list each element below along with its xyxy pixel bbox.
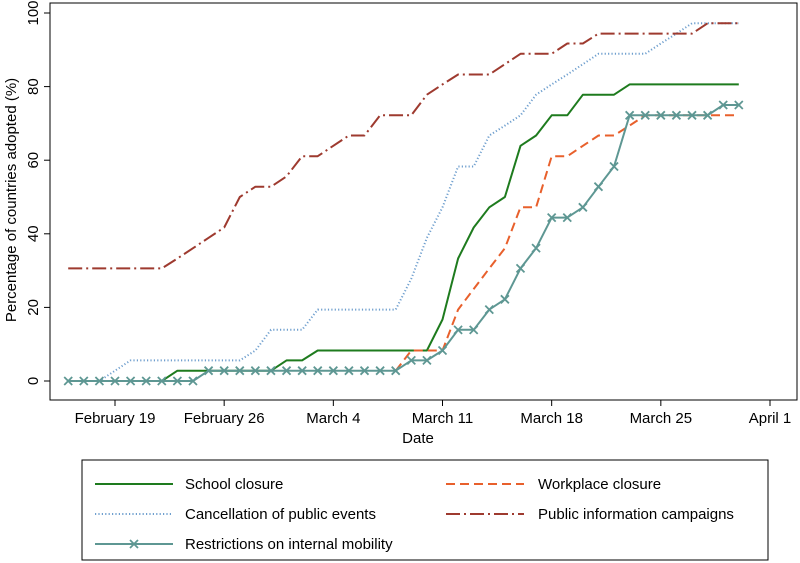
series-point bbox=[625, 110, 635, 120]
series-point bbox=[219, 366, 229, 376]
series-point bbox=[391, 366, 401, 376]
series-public-information-campaigns bbox=[68, 22, 739, 270]
series-point bbox=[656, 110, 666, 120]
x-tick-label: February 19 bbox=[75, 410, 156, 427]
series-point bbox=[94, 376, 105, 386]
series-point bbox=[188, 376, 198, 386]
legend-box bbox=[81, 459, 769, 561]
series-point bbox=[437, 345, 448, 356]
legend-item: School closure bbox=[95, 476, 283, 493]
x-tick-label: March 4 bbox=[306, 410, 360, 427]
series-point bbox=[547, 212, 557, 223]
series-point bbox=[578, 202, 588, 212]
series-point bbox=[515, 263, 526, 274]
series-cancellation-of-public-events bbox=[68, 22, 739, 382]
legend: School closure Workplace closure Cancellat… bbox=[81, 459, 769, 561]
series-point bbox=[125, 376, 136, 386]
series-point bbox=[640, 110, 650, 120]
y-tick-label: 80 bbox=[25, 78, 42, 95]
y-tick-label: 0 bbox=[25, 377, 42, 385]
y-tick-label: 20 bbox=[25, 299, 42, 316]
series-point bbox=[79, 376, 89, 386]
series-point bbox=[687, 110, 697, 120]
x-tick-label: March 25 bbox=[630, 410, 693, 427]
series-point bbox=[593, 182, 604, 192]
legend-label: Workplace closure bbox=[538, 476, 661, 493]
legend-label: School closure bbox=[185, 476, 283, 493]
series-point bbox=[718, 100, 728, 110]
series-point bbox=[406, 355, 416, 366]
x-tick-label: February 26 bbox=[184, 410, 265, 427]
series-point bbox=[110, 376, 120, 386]
series-point bbox=[562, 212, 572, 223]
legend-item: Cancellation of public events bbox=[95, 506, 376, 523]
y-axis: 0 20 40 60 80 100 bbox=[25, 0, 50, 385]
x-tick-label: March 18 bbox=[520, 410, 583, 427]
series-point bbox=[375, 366, 385, 376]
series-point bbox=[344, 366, 354, 376]
series-point bbox=[531, 243, 541, 253]
series-point bbox=[734, 100, 744, 110]
series-point bbox=[172, 376, 183, 386]
series-point bbox=[359, 366, 370, 376]
x-tick-label: April 1 bbox=[749, 410, 792, 427]
series-line bbox=[68, 104, 739, 382]
series-point bbox=[500, 294, 510, 304]
y-tick-label: 100 bbox=[25, 0, 42, 25]
series-point bbox=[157, 376, 167, 386]
legend-label: Restrictions on internal mobility bbox=[185, 536, 393, 553]
series-point bbox=[469, 325, 479, 335]
series-workplace-closure bbox=[394, 114, 739, 372]
series-point bbox=[328, 366, 338, 376]
plot-area bbox=[49, 2, 798, 401]
series-line bbox=[68, 83, 739, 382]
series-line bbox=[394, 114, 739, 372]
series-point bbox=[281, 366, 292, 376]
series-point bbox=[203, 366, 214, 376]
series-point bbox=[313, 366, 323, 376]
series-point bbox=[609, 161, 619, 172]
legend-label: Cancellation of public events bbox=[185, 506, 376, 523]
series-school-closure bbox=[68, 83, 739, 382]
x-axis: February 19 February 26 March 4 March 11 Mar… bbox=[75, 400, 792, 427]
series-point bbox=[671, 110, 682, 120]
series-point bbox=[250, 366, 260, 376]
legend-label: Public information campaigns bbox=[538, 506, 734, 523]
y-tick-label: 40 bbox=[25, 225, 42, 242]
legend-item: Workplace closure bbox=[446, 476, 661, 493]
legend-item: Public information campaigns bbox=[446, 506, 734, 523]
y-tick-label: 60 bbox=[25, 152, 42, 169]
legend-item: Restrictions on internal mobility bbox=[95, 536, 393, 553]
series-point bbox=[266, 366, 276, 376]
series-point bbox=[235, 366, 245, 376]
series-point bbox=[63, 376, 73, 386]
y-axis-title: Percentage of countries adopted (%) bbox=[3, 78, 20, 322]
series-point bbox=[297, 366, 307, 376]
series-point bbox=[484, 304, 494, 315]
series-point bbox=[141, 376, 151, 386]
series-line bbox=[68, 22, 739, 382]
x-axis-title: Date bbox=[402, 430, 434, 447]
series-point bbox=[129, 539, 139, 549]
plot-border bbox=[49, 2, 798, 401]
series-line bbox=[68, 22, 739, 270]
series-layer bbox=[63, 22, 744, 386]
series-point bbox=[422, 355, 432, 366]
x-tick-label: March 11 bbox=[412, 410, 473, 427]
series-point bbox=[702, 110, 713, 120]
series-restrictions-on-internal-mobility bbox=[63, 100, 744, 386]
series-point bbox=[453, 325, 463, 335]
